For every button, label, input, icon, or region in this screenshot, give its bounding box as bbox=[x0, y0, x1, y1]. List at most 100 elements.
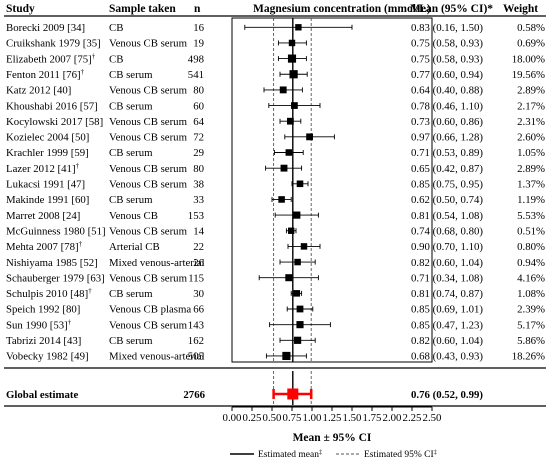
study-sample: CB serum bbox=[109, 335, 153, 347]
study-sample: CB serum bbox=[109, 100, 153, 112]
study-name: Krachler 1999 [59] bbox=[6, 147, 89, 159]
study-mean-ci: 0.97 (0.66, 1.28) bbox=[411, 132, 483, 144]
study-weight: 2.60% bbox=[517, 132, 545, 144]
study-sample: CB serum bbox=[109, 69, 153, 81]
study-mean-marker bbox=[278, 196, 285, 203]
study-weight: 2.89% bbox=[517, 163, 545, 175]
study-mean-marker bbox=[287, 54, 297, 63]
study-name: Schulpis 2010 [48]† bbox=[6, 287, 92, 300]
x-tick-label: 1.00 bbox=[303, 412, 322, 424]
study-name: Kozielec 2004 [50] bbox=[6, 132, 89, 144]
study-n: 66 bbox=[193, 304, 204, 316]
study-rows: Borecki 2009 [34] CB 16 0.83 (0.16, 1.50) 0.… bbox=[6, 22, 545, 363]
study-sample: Venous CB serum bbox=[109, 272, 188, 284]
study-name: Speich 1992 [80] bbox=[6, 304, 80, 316]
study-n: 153 bbox=[188, 210, 204, 222]
study-n: 505 bbox=[188, 351, 204, 363]
study-sample: Venous CB serum bbox=[109, 116, 188, 128]
header-n: n bbox=[194, 3, 201, 15]
study-weight: 18.00% bbox=[512, 53, 545, 65]
study-mean-marker bbox=[294, 258, 301, 266]
study-mean-marker bbox=[296, 305, 304, 313]
study-mean-marker bbox=[293, 290, 301, 297]
study-n: 80 bbox=[193, 85, 204, 97]
study-n: 541 bbox=[188, 69, 204, 81]
study-sample: Arterial CB bbox=[109, 241, 160, 253]
study-weight: 2.31% bbox=[517, 116, 545, 128]
study-weight: 19.56% bbox=[512, 69, 545, 81]
x-tick-label: 2.00 bbox=[383, 412, 402, 424]
study-weight: 4.16% bbox=[517, 272, 545, 284]
x-axis-title: Mean ± 95% CI bbox=[293, 432, 372, 444]
study-sample: Mixed venous-arterial bbox=[109, 351, 205, 363]
study-footnote-mark: † bbox=[88, 287, 92, 295]
study-sample: Venous CB plasma bbox=[109, 304, 191, 316]
study-n: 16 bbox=[193, 22, 204, 34]
x-tick-label: 0.50 bbox=[263, 412, 282, 424]
study-sample: Venous CB serum bbox=[109, 179, 188, 191]
legend-mean-label: Estimated mean‡ bbox=[258, 449, 323, 461]
study-sample: Venous CB serum bbox=[109, 132, 188, 144]
study-name: Makinde 1991 [60] bbox=[6, 194, 89, 206]
study-footnote-mark: † bbox=[76, 162, 80, 170]
study-n: 72 bbox=[193, 132, 204, 144]
study-mean-marker bbox=[289, 70, 298, 79]
study-mean-marker bbox=[293, 211, 301, 219]
study-mean-marker bbox=[285, 274, 293, 282]
study-footnote-mark: † bbox=[81, 68, 85, 76]
legend-mean-footnote-mark: ‡ bbox=[319, 449, 323, 456]
study-weight: 0.80% bbox=[517, 241, 545, 253]
study-weight: 2.39% bbox=[517, 304, 545, 316]
study-n: 29 bbox=[193, 147, 204, 159]
study-mean-ci: 0.71 (0.34, 1.08) bbox=[411, 272, 483, 284]
global-mean-ci: 0.76 (0.52, 0.99) bbox=[411, 389, 483, 401]
study-weight: 0.69% bbox=[517, 38, 545, 50]
x-axis: 0.00 0.25 0.50 0.75 1.00 1.25 1.50 1.75 2.00 2.25… bbox=[223, 406, 441, 444]
study-n: 26 bbox=[193, 257, 204, 269]
table-header: Study Sample taken n Magnesium concentra… bbox=[6, 3, 538, 15]
study-mean-ci: 0.85 (0.75, 0.95) bbox=[411, 179, 483, 191]
study-mean-ci: 0.68 (0.43, 0.93) bbox=[411, 351, 483, 363]
study-n: 162 bbox=[188, 335, 204, 347]
study-n: 33 bbox=[193, 194, 204, 206]
study-mean-marker bbox=[279, 86, 287, 94]
x-tick-label: 2.25 bbox=[403, 412, 422, 424]
study-mean-marker bbox=[300, 243, 308, 250]
x-tick-label: 1.50 bbox=[343, 412, 362, 424]
legend: Estimated mean‡ Estimated 95% CI‡ bbox=[230, 449, 438, 461]
study-sample: CB bbox=[109, 53, 123, 65]
study-mean-marker bbox=[282, 351, 291, 361]
study-n: 143 bbox=[188, 319, 204, 331]
study-name: Schauberger 1979 [63] bbox=[6, 272, 105, 284]
study-weight: 1.19% bbox=[517, 194, 545, 206]
study-n: 30 bbox=[193, 288, 204, 300]
x-tick-label: 1.75 bbox=[363, 412, 382, 424]
study-mean-marker bbox=[287, 117, 294, 125]
study-sample: Venous CB serum bbox=[109, 38, 188, 50]
study-name: McGuinness 1980 [51] bbox=[6, 225, 106, 237]
study-mean-marker bbox=[288, 39, 296, 47]
study-name: Katz 2012 [40] bbox=[6, 85, 71, 97]
study-sample: CB serum bbox=[109, 147, 153, 159]
study-n: 80 bbox=[193, 163, 204, 175]
study-name: Cruikshank 1979 [35] bbox=[6, 38, 101, 50]
study-name: Lazer 2012 [41]† bbox=[6, 162, 80, 175]
study-n: 498 bbox=[188, 53, 204, 65]
study-sample: Mixed venous-arterial bbox=[109, 257, 205, 269]
study-mean-marker bbox=[295, 24, 302, 31]
study-sample: Venous CB serum bbox=[109, 319, 188, 331]
study-mean-ci: 0.85 (0.47, 1.23) bbox=[411, 319, 483, 331]
study-mean-ci: 0.65 (0.42, 0.87) bbox=[411, 163, 483, 175]
study-mean-marker bbox=[306, 133, 314, 141]
plot-frame bbox=[231, 17, 433, 363]
study-n: 115 bbox=[188, 272, 204, 284]
global-estimate-label: Global estimate bbox=[6, 389, 78, 401]
study-footnote-mark: † bbox=[92, 52, 96, 60]
legend-ci-label: Estimated 95% CI‡ bbox=[364, 449, 438, 461]
study-mean-ci: 0.74 (0.68, 0.80) bbox=[411, 225, 483, 237]
study-mean-marker bbox=[296, 321, 304, 329]
study-mean-ci: 0.82 (0.60, 1.04) bbox=[411, 335, 483, 347]
legend-ci-footnote-mark: ‡ bbox=[434, 449, 438, 456]
study-weight: 1.05% bbox=[517, 147, 545, 159]
